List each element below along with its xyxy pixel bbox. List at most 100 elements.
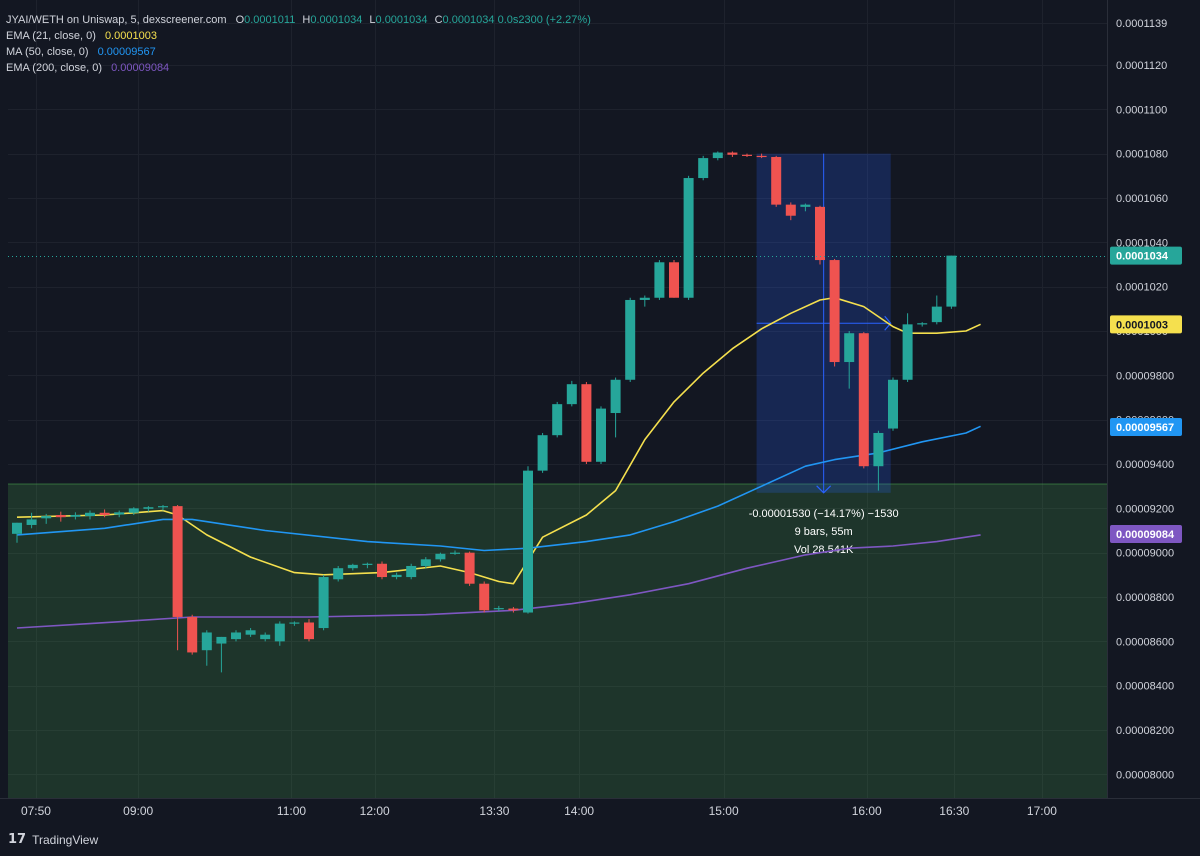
legend-indicator-ema21[interactable]: EMA (21, close, 0) 0.0001003 bbox=[6, 28, 591, 44]
tradingview-brand[interactable]: 𝟭𝟳 TradingView bbox=[8, 832, 98, 847]
candle-body bbox=[435, 553, 446, 560]
price-label-box-1 bbox=[1110, 315, 1182, 334]
indicator-value: 0.00009567 bbox=[97, 46, 156, 58]
candle bbox=[260, 632, 271, 642]
candle-body bbox=[698, 158, 709, 179]
y-tick-label: 0.00009000 bbox=[1116, 548, 1174, 560]
candle bbox=[406, 563, 417, 580]
candle-body bbox=[493, 608, 504, 610]
candle-body bbox=[844, 333, 855, 363]
candle-body bbox=[143, 507, 154, 509]
candle-body bbox=[931, 306, 942, 323]
candle bbox=[727, 151, 738, 157]
candle bbox=[698, 155, 709, 181]
candle-body bbox=[464, 552, 475, 584]
y-tick-label: 0.0001120 bbox=[1116, 60, 1167, 72]
measure-label-0: -0.00001530 (−14.17%) −1530 bbox=[749, 508, 899, 520]
candle-body bbox=[610, 379, 621, 414]
x-tick-label: 16:00 bbox=[852, 804, 882, 818]
series-line-2 bbox=[16, 534, 981, 629]
candle bbox=[683, 175, 694, 300]
candle-body bbox=[70, 514, 81, 517]
ohlc-high-key: H bbox=[302, 14, 311, 26]
candle-body bbox=[347, 564, 358, 569]
candle bbox=[231, 630, 241, 642]
indicator-label: MA (50, close, 0) bbox=[6, 46, 89, 58]
candle-body bbox=[450, 552, 460, 554]
candle-body bbox=[771, 156, 782, 205]
candle bbox=[435, 552, 446, 562]
candle bbox=[99, 509, 110, 518]
candle-body bbox=[523, 470, 533, 613]
legend-symbol-row: JYAI/WETH on Uniswap, 5, dexscreener.com… bbox=[6, 12, 591, 28]
price-label-3: 0.00009084 bbox=[1116, 529, 1175, 541]
y-tick-label: 0.00008200 bbox=[1116, 725, 1174, 737]
candle bbox=[596, 406, 606, 465]
candle bbox=[304, 619, 314, 642]
candle-body bbox=[800, 204, 811, 207]
candle bbox=[756, 153, 767, 159]
chart-legend: JYAI/WETH on Uniswap, 5, dexscreener.com… bbox=[6, 12, 591, 76]
candle-body bbox=[172, 506, 183, 617]
y-tick-label: 0.00008800 bbox=[1116, 592, 1174, 604]
candle bbox=[946, 255, 957, 309]
candle-body bbox=[639, 297, 650, 300]
indicator-value: 0.0001003 bbox=[104, 30, 157, 42]
candle bbox=[362, 562, 373, 569]
candle-body bbox=[756, 155, 767, 158]
candle-body bbox=[187, 616, 198, 653]
candle bbox=[201, 630, 212, 666]
candle-body bbox=[333, 568, 344, 580]
legend-indicator-ema200[interactable]: EMA (200, close, 0) 0.00009084 bbox=[6, 60, 591, 76]
candle bbox=[581, 381, 592, 465]
candle bbox=[26, 512, 37, 529]
candle-body bbox=[815, 206, 825, 261]
candle-body bbox=[99, 512, 110, 515]
candle-body bbox=[596, 408, 606, 462]
ohlc-change: 0.0s2300 (+2.27%) bbox=[497, 14, 591, 26]
candle bbox=[479, 581, 490, 613]
candle bbox=[888, 377, 898, 431]
candle bbox=[931, 295, 942, 325]
candle bbox=[274, 621, 285, 646]
candle bbox=[800, 203, 811, 212]
candle-body bbox=[654, 262, 665, 298]
candle-body bbox=[566, 384, 577, 405]
candle bbox=[552, 401, 563, 438]
candle-body bbox=[420, 559, 431, 566]
y-tick-label: 0.0001060 bbox=[1116, 193, 1168, 205]
candle-body bbox=[785, 204, 796, 216]
candle-body bbox=[406, 565, 417, 578]
candle bbox=[216, 636, 227, 673]
candle-body bbox=[114, 512, 125, 515]
y-tick-label: 0.00009400 bbox=[1116, 459, 1174, 471]
candle bbox=[902, 313, 913, 382]
price-label-1: 0.0001003 bbox=[1116, 319, 1168, 331]
candle-body bbox=[742, 154, 752, 156]
tradingview-logo-icon: 𝟭𝟳 bbox=[8, 832, 27, 847]
legend-indicator-ma50[interactable]: MA (50, close, 0) 0.00009567 bbox=[6, 44, 591, 60]
candle-body bbox=[917, 323, 928, 325]
candle bbox=[610, 377, 621, 438]
series-line-0 bbox=[16, 296, 981, 585]
price-label-0: 0.0001034 bbox=[1116, 251, 1169, 263]
candle-body bbox=[201, 632, 212, 651]
indicator-label: EMA (21, close, 0) bbox=[6, 30, 96, 42]
candle bbox=[289, 621, 300, 626]
candle-body bbox=[391, 574, 402, 578]
x-tick-label: 14:00 bbox=[564, 804, 594, 818]
price-label-2: 0.00009567 bbox=[1116, 422, 1174, 434]
candle-body bbox=[55, 514, 66, 518]
price-label-box-0 bbox=[1110, 246, 1182, 265]
price-label-box-3 bbox=[1110, 525, 1182, 544]
x-tick-label: 09:00 bbox=[123, 804, 153, 818]
candle bbox=[333, 565, 344, 582]
y-tick-label: 0.00008000 bbox=[1116, 769, 1174, 781]
candle-body bbox=[128, 508, 139, 513]
indicator-value: 0.00009084 bbox=[111, 62, 170, 74]
x-tick-label: 07:50 bbox=[21, 804, 51, 818]
ohlc-open-value: 0.0001011 bbox=[244, 14, 296, 26]
ohlc-close-key: C bbox=[434, 14, 443, 26]
candle bbox=[858, 332, 869, 469]
